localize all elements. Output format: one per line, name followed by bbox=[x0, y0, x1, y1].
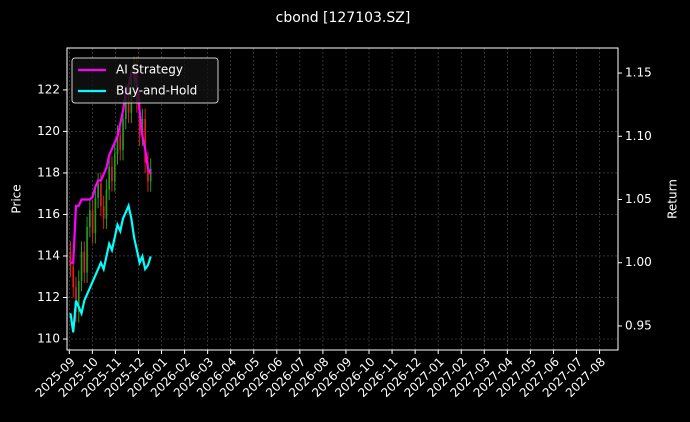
chart-title: cbond [127103.SZ] bbox=[276, 10, 411, 26]
candle-body bbox=[72, 266, 75, 288]
legend-label: Buy-and-Hold bbox=[116, 84, 197, 98]
candle-body bbox=[88, 210, 91, 227]
candle-body bbox=[75, 287, 77, 313]
candle-body bbox=[111, 166, 113, 182]
candle-body bbox=[113, 154, 116, 182]
candle-body bbox=[69, 251, 72, 267]
y-tick-label: 122 bbox=[37, 82, 60, 96]
y-tick-label: 120 bbox=[37, 124, 60, 138]
y2-tick-label: 1.10 bbox=[625, 129, 652, 143]
y2-tick-label: 1.05 bbox=[625, 192, 652, 206]
y-tick-label: 118 bbox=[37, 165, 60, 179]
legend-label: AI Strategy bbox=[116, 63, 183, 77]
y-axis-label: Price bbox=[10, 184, 24, 213]
y-tick-label: 110 bbox=[37, 331, 60, 345]
candle-body bbox=[91, 210, 94, 234]
candle-body bbox=[86, 226, 88, 273]
candle-body bbox=[94, 197, 97, 234]
candle-body bbox=[116, 135, 119, 155]
plot-frame bbox=[66, 47, 619, 351]
y2-tick-label: 1.15 bbox=[625, 66, 652, 80]
candle-body bbox=[100, 183, 102, 207]
candle-body bbox=[144, 118, 146, 163]
candle-body bbox=[102, 206, 105, 219]
candle-body bbox=[122, 118, 124, 151]
candle-body bbox=[108, 166, 111, 190]
candle-body bbox=[97, 183, 99, 198]
candle-body bbox=[149, 168, 152, 182]
candle-body bbox=[77, 280, 80, 313]
candle-body bbox=[147, 162, 149, 182]
series-line bbox=[69, 202, 152, 333]
y2-tick-label: 0.95 bbox=[625, 318, 652, 332]
legend-box bbox=[71, 57, 219, 104]
y-tick-label: 116 bbox=[37, 207, 60, 221]
candle-body bbox=[80, 251, 83, 281]
candle-body bbox=[124, 94, 127, 119]
candle-body bbox=[119, 135, 122, 151]
y-tick-label: 112 bbox=[37, 290, 60, 304]
y-tick-label: 114 bbox=[37, 248, 60, 262]
y2-tick-label: 1.00 bbox=[625, 255, 652, 269]
candle-body bbox=[105, 189, 108, 219]
y2-axis-label: Return bbox=[666, 179, 680, 219]
candle-body bbox=[83, 251, 86, 273]
